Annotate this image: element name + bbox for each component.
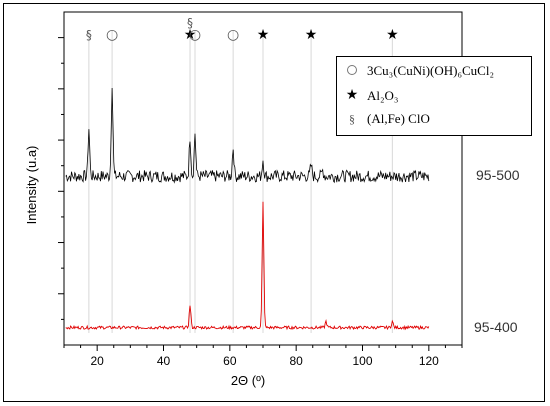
- x-tick-label: 40: [157, 354, 171, 368]
- series-label-95-400: 95-400: [474, 319, 518, 335]
- section-marker-icon: §: [187, 16, 193, 30]
- figure-frame: [3, 3, 545, 402]
- star-marker-icon: ★: [305, 27, 318, 43]
- series-label-95-500: 95-500: [476, 167, 520, 183]
- circle-marker-icon: ○: [106, 27, 118, 43]
- x-tick-label: 120: [419, 354, 439, 368]
- legend: 3Cu₃(CuNi)(OH)₆CuCl₂ ★ Al₂O₃ § (Al,Fe) C…: [336, 56, 532, 136]
- axes: 20 40 60 80 100 120: [58, 11, 463, 368]
- circle-marker-icon: ○: [227, 27, 239, 43]
- x-tick-label: 80: [289, 354, 303, 368]
- legend-item-circle: 3Cu₃(CuNi)(OH)₆CuCl₂: [343, 63, 494, 79]
- series-group: 95-500 95-400: [65, 30, 520, 335]
- series-95-400-line: [65, 201, 430, 331]
- section-sign-icon: §: [349, 111, 355, 126]
- open-circle-icon: [343, 63, 361, 79]
- x-tick-label: 60: [223, 354, 237, 368]
- series-95-500-line: [65, 87, 430, 184]
- x-axis-label: 2Θ (º): [231, 373, 265, 388]
- x-tick-label: 20: [90, 354, 104, 368]
- phase-markers: § ○ ★§○ ○ ★ ★ ★: [86, 16, 399, 43]
- legend-label: (Al,Fe) ClO: [367, 111, 430, 126]
- legend-item-section: § (Al,Fe) ClO: [343, 111, 430, 127]
- star-marker-icon: ★: [386, 27, 399, 43]
- legend-label: 3Cu₃(CuNi)(OH)₆CuCl₂: [367, 63, 494, 78]
- legend-label: Al₂O₃: [367, 87, 399, 103]
- star-marker-icon: ★: [257, 27, 270, 43]
- legend-item-star: ★ Al₂O₃: [343, 87, 399, 104]
- star-marker-icon: ★: [184, 27, 197, 43]
- section-marker-icon: §: [86, 28, 92, 42]
- y-axis-label: Intensity (u.a): [24, 146, 39, 225]
- x-tick-label: 100: [352, 354, 372, 368]
- star-icon: ★: [345, 88, 359, 103]
- circle-marker-icon: ○: [189, 27, 201, 43]
